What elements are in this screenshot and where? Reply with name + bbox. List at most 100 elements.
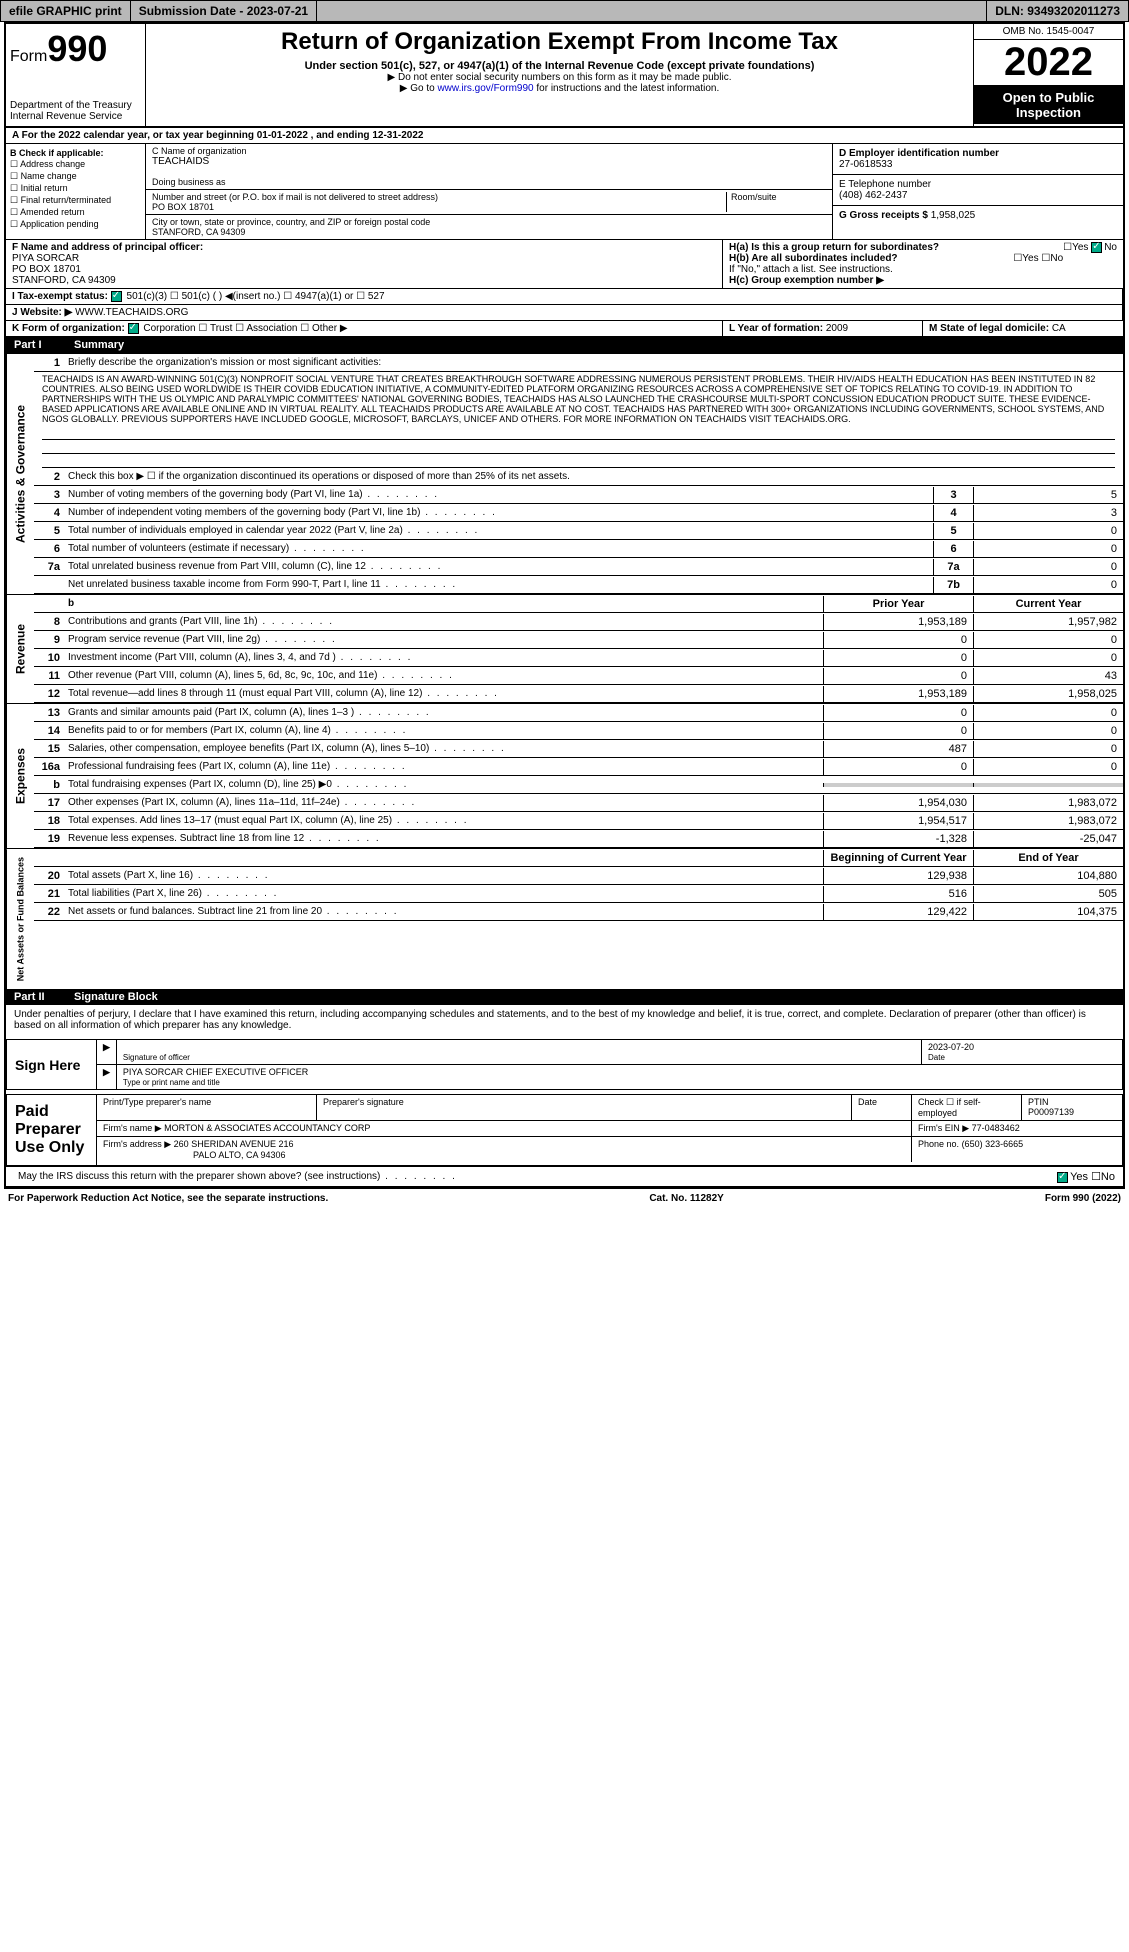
governance-section: Activities & Governance 1 Briefly descri…	[6, 353, 1123, 594]
current-header: Current Year	[973, 596, 1123, 612]
sig-officer: Signature of officer	[117, 1040, 922, 1064]
revenue-section: Revenue b Prior Year Current Year 8 Cont…	[6, 594, 1123, 703]
chk-name[interactable]: ☐ Name change	[10, 171, 141, 182]
hc-label: H(c) Group exemption number ▶	[729, 275, 1117, 286]
net-content: Beginning of Current Year End of Year 20…	[34, 849, 1123, 989]
sig-row-1: ▶ Signature of officer 2023-07-20Date	[97, 1040, 1122, 1065]
end-header: End of Year	[973, 850, 1123, 866]
gross-block: G Gross receipts $ 1,958,025	[833, 206, 1123, 225]
phone-label: E Telephone number	[839, 179, 1117, 190]
sig-row-2: ▶ PIYA SORCAR CHIEF EXECUTIVE OFFICERTyp…	[97, 1065, 1122, 1089]
table-row: 3 Number of voting members of the govern…	[34, 486, 1123, 504]
opt-assoc: Association	[246, 323, 297, 334]
col-c: C Name of organization TEACHAIDS Doing b…	[146, 144, 833, 239]
side-expenses: Expenses	[6, 704, 34, 848]
table-row: 22 Net assets or fund balances. Subtract…	[34, 903, 1123, 921]
row-klm: K Form of organization: Corporation ☐ Tr…	[6, 320, 1123, 337]
sig-date: 2023-07-20Date	[922, 1040, 1122, 1064]
l-val: 2009	[826, 323, 848, 334]
exp-content: 13 Grants and similar amounts paid (Part…	[34, 704, 1123, 848]
irs-link[interactable]: www.irs.gov/Form990	[437, 83, 533, 94]
org-name-block: C Name of organization TEACHAIDS Doing b…	[146, 144, 832, 190]
dln: DLN: 93493202011273	[986, 1, 1128, 21]
blank-line-1	[42, 426, 1115, 440]
table-row: 10 Investment income (Part VIII, column …	[34, 649, 1123, 667]
chk-address[interactable]: ☐ Address change	[10, 159, 141, 170]
entity-info: B Check if applicable: ☐ Address change …	[6, 144, 1123, 239]
row-f-h: F Name and address of principal officer:…	[6, 239, 1123, 288]
org-addr: PO BOX 18701	[152, 202, 726, 212]
discuss-yes	[1057, 1172, 1068, 1183]
prep-date-label: Date	[852, 1095, 912, 1120]
ha-no-check	[1091, 242, 1102, 253]
part2-num: Part II	[14, 991, 74, 1003]
chk-final[interactable]: ☐ Final return/terminated	[10, 195, 141, 206]
discuss-yesno: Yes ☐No	[965, 1170, 1115, 1183]
sub3-post: for instructions and the latest informat…	[534, 83, 720, 94]
table-row: 18 Total expenses. Add lines 13–17 (must…	[34, 812, 1123, 830]
table-row: 15 Salaries, other compensation, employe…	[34, 740, 1123, 758]
dba-label: Doing business as	[152, 177, 826, 187]
ptin-block: PTINP00097139	[1022, 1095, 1122, 1120]
firm-phone: Phone no. (650) 323-6665	[912, 1137, 1122, 1162]
begin-header: Beginning of Current Year	[823, 850, 973, 866]
part1-header: Part I Summary	[6, 337, 1123, 353]
omb-number: OMB No. 1545-0047	[974, 24, 1123, 40]
hb-row: H(b) Are all subordinates included? ☐Yes…	[729, 253, 1117, 264]
form-number: Form990	[10, 28, 141, 70]
gov-content: 1 Briefly describe the organization's mi…	[34, 354, 1123, 594]
m-val: CA	[1052, 323, 1066, 334]
sign-here-label: Sign Here	[7, 1040, 97, 1089]
table-row: 19 Revenue less expenses. Subtract line …	[34, 830, 1123, 848]
firm-ein: Firm's EIN ▶ 77-0483462	[912, 1121, 1122, 1136]
table-row: 5 Total number of individuals employed i…	[34, 522, 1123, 540]
table-row: 13 Grants and similar amounts paid (Part…	[34, 704, 1123, 722]
org-city: STANFORD, CA 94309	[152, 227, 826, 237]
col-d: D Employer identification number 27-0618…	[833, 144, 1123, 239]
paid-row-3: Firm's address ▶ 260 SHERIDAN AVENUE 216…	[97, 1137, 1122, 1162]
city-block: City or town, state or province, country…	[146, 215, 832, 239]
footer-left: For Paperwork Reduction Act Notice, see …	[8, 1193, 328, 1204]
ein-value: 27-0618533	[839, 159, 1117, 170]
chk-pending[interactable]: ☐ Application pending	[10, 219, 141, 230]
line-a: A For the 2022 calendar year, or tax yea…	[6, 128, 1123, 144]
discuss-text: May the IRS discuss this return with the…	[14, 1169, 965, 1184]
k-label: K Form of organization:	[12, 323, 125, 334]
arrow-icon-2: ▶	[97, 1065, 117, 1089]
open-public: Open to Public Inspection	[974, 86, 1123, 124]
m-block: M State of legal domicile: CA	[923, 321, 1123, 336]
chk-amended[interactable]: ☐ Amended return	[10, 207, 141, 218]
table-row: 21 Total liabilities (Part X, line 26) 5…	[34, 885, 1123, 903]
officer-name: PIYA SORCAR	[12, 253, 716, 264]
website-value: WWW.TEACHAIDS.ORG	[75, 307, 188, 318]
sign-right: ▶ Signature of officer 2023-07-20Date ▶ …	[97, 1040, 1122, 1089]
addr-block: Number and street (or P.O. box if mail i…	[146, 190, 832, 215]
org-name: TEACHAIDS	[152, 156, 826, 167]
prep-name-label: Print/Type preparer's name	[97, 1095, 317, 1120]
chk-initial[interactable]: ☐ Initial return	[10, 183, 141, 194]
opt-trust: Trust	[210, 323, 232, 334]
l-block: L Year of formation: 2009	[723, 321, 923, 336]
table-row: 7a Total unrelated business revenue from…	[34, 558, 1123, 576]
f-label: F Name and address of principal officer:	[12, 242, 716, 253]
sub3-pre: ▶ Go to	[400, 83, 438, 94]
table-row: 14 Benefits paid to or for members (Part…	[34, 722, 1123, 740]
mission-row: 1 Briefly describe the organization's mi…	[34, 354, 1123, 372]
prep-sig-label: Preparer's signature	[317, 1095, 852, 1120]
paid-label: Paid Preparer Use Only	[7, 1095, 97, 1165]
mission-label: Briefly describe the organization's miss…	[64, 355, 1123, 370]
prior-header: Prior Year	[823, 596, 973, 612]
col-b: B Check if applicable: ☐ Address change …	[6, 144, 146, 239]
firm-name: Firm's name ▶ MORTON & ASSOCIATES ACCOUN…	[97, 1121, 912, 1136]
footer-right: Form 990 (2022)	[1045, 1193, 1121, 1204]
k-block: K Form of organization: Corporation ☐ Tr…	[6, 321, 723, 336]
part1-title: Summary	[74, 339, 124, 351]
table-row: 9 Program service revenue (Part VIII, li…	[34, 631, 1123, 649]
website-row: J Website: ▶ WWW.TEACHAIDS.ORG	[6, 305, 1123, 320]
gross-label: G Gross receipts $	[839, 210, 928, 221]
header-center: Return of Organization Exempt From Incom…	[146, 24, 973, 126]
side-revenue: Revenue	[6, 595, 34, 703]
501c3-check	[111, 291, 122, 302]
opt-4947: 4947(a)(1) or	[295, 291, 353, 302]
form-header: Form990 Department of the Treasury Inter…	[6, 24, 1123, 128]
